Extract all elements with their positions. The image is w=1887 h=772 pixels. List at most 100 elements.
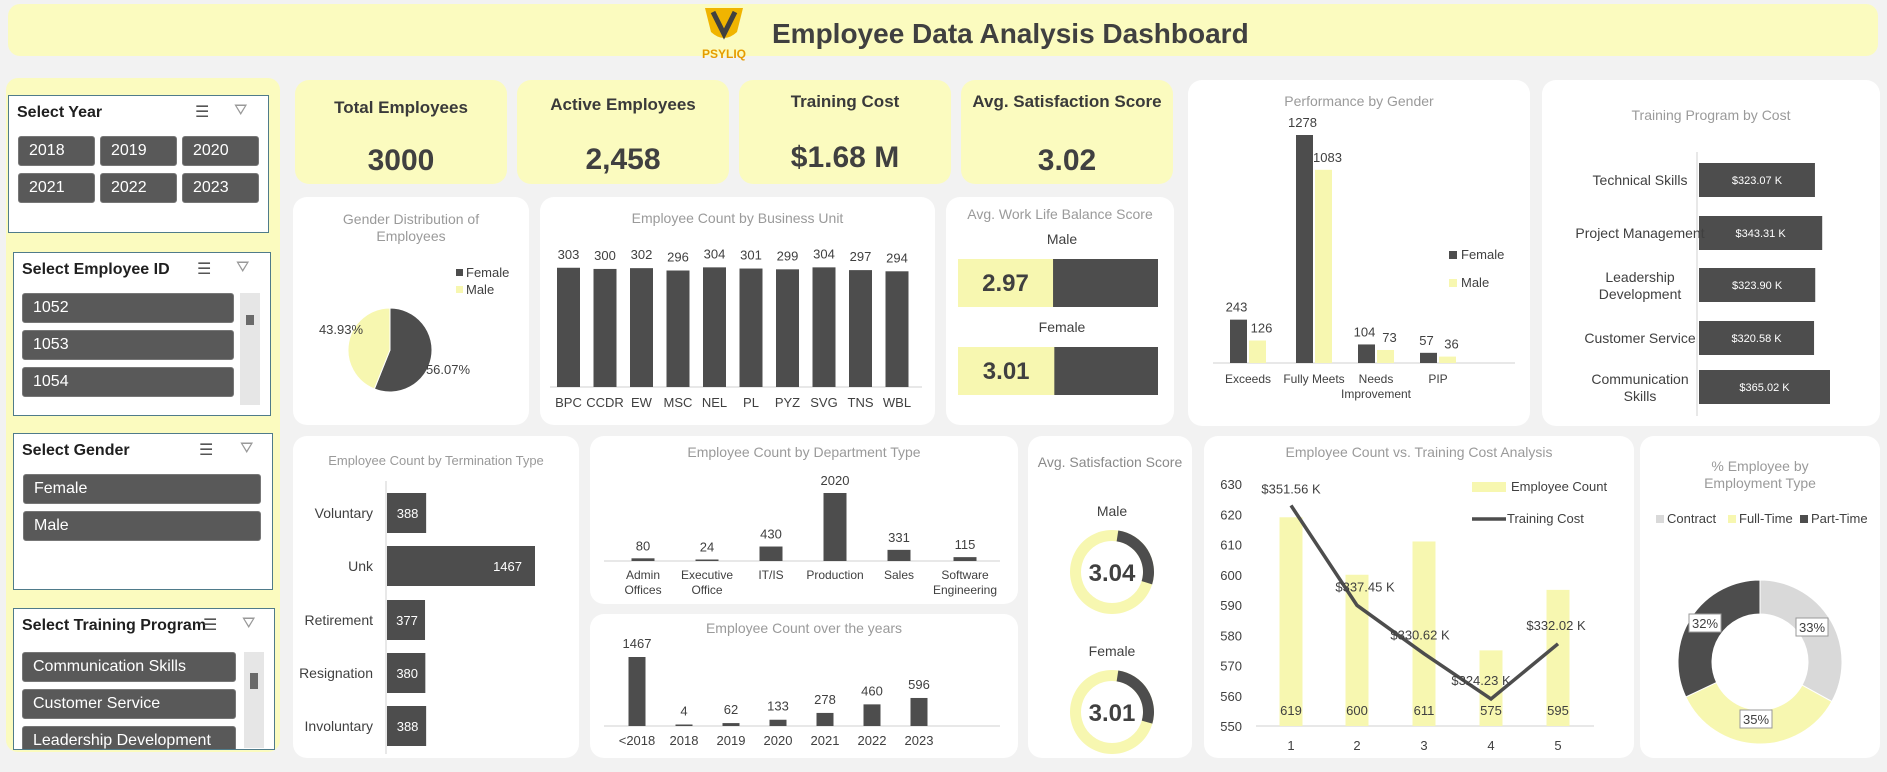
clear-filter-icon[interactable]: ⛛ [240,440,254,457]
multi-select-icon[interactable]: ☰ [203,617,218,634]
card-performance-gender: Performance by Gender 243 1278 104 57 126 108… [1188,80,1530,426]
data-label: 460 [861,683,883,698]
data-label: 296 [667,250,689,265]
legend-label: Female [466,265,509,280]
legend-swatch [1449,279,1457,287]
employee-id-item[interactable]: 1054 [22,367,234,397]
year-slicer-title: Select Year [17,104,103,121]
clear-filter-icon[interactable]: ⛛ [242,615,256,632]
data-label: 302 [631,247,653,262]
bar [1699,321,1815,355]
y-tick-label: 570 [1220,659,1242,674]
x-tick-label: 1 [1287,738,1294,753]
data-label: 36 [1444,337,1458,352]
data-label: 4 [680,704,687,719]
tick-label: SVG [810,395,837,410]
scrollbar-thumb[interactable] [250,673,258,689]
training-program-slicer-title: Select Training Program [22,617,207,634]
chart-title: Training Program by Cost [1631,107,1791,123]
gender-female-button[interactable]: Female [23,474,261,504]
tick-label: Voluntary [315,505,373,521]
tick-label: WBL [883,395,911,410]
clear-filter-icon[interactable]: ⛛ [236,259,250,276]
tick-label: CCDR [586,395,624,410]
year-2021-button[interactable]: 2021 [18,173,95,203]
category-label: Male [1047,231,1078,247]
employee-id-item[interactable]: 1052 [22,293,234,323]
data-label: 303 [558,247,580,262]
data-label: 297 [850,249,872,264]
data-label: 33% [1799,620,1825,635]
bar [863,704,881,726]
year-2023-button[interactable]: 2023 [182,173,259,203]
tick-label: Project Management [1575,225,1704,241]
data-label: 600 [1346,703,1368,718]
scrollbar-thumb[interactable] [246,315,254,325]
year-2019-button[interactable]: 2019 [100,136,177,166]
chart-title: Employee Count by Termination Type [328,453,544,468]
tick-label: MSC [664,395,693,410]
y-tick-label: 610 [1220,538,1242,553]
tick-label: 2019 [717,733,746,748]
multi-select-icon[interactable]: ☰ [195,104,210,121]
clear-filter-icon[interactable]: ⛛ [234,102,248,119]
year-2022-button[interactable]: 2022 [100,173,177,203]
data-label: 3.04 [1089,560,1136,587]
data-label: 243 [1226,300,1248,315]
tick-label: Unk [348,558,374,574]
gender-slicer: Select Gender ☰ ⛛ Female Male [13,433,273,590]
bar [739,268,763,387]
kpi-training-cost: Training Cost $1.68 M [739,80,951,184]
year-2020-button[interactable]: 2020 [182,136,259,166]
gender-male-button[interactable]: Male [23,511,261,541]
tick-label: EW [631,395,653,410]
data-label: 304 [704,246,726,261]
bar [1279,517,1303,726]
bar [776,269,799,387]
kpi-total-employees: Total Employees 3000 [295,80,507,184]
tick-label: Fully Meets [1283,372,1344,386]
bar [630,268,653,387]
data-label: 388 [397,719,419,734]
tick-label: Software Engineering [933,568,997,597]
scrollbar[interactable] [244,652,264,748]
pie-slice-male [347,307,391,390]
data-label: 388 [397,506,419,521]
bar [387,600,426,640]
bar [387,546,535,586]
tick-label: Executive Office [681,568,733,597]
bar-fill [958,259,1054,307]
data-label-cost: $324.23 K [1451,673,1511,688]
training-program-item[interactable]: Customer Service [22,689,236,719]
employee-id-slicer: Select Employee ID ☰ ⛛ 1052 1053 1054 [13,252,271,416]
employee-id-item[interactable]: 1053 [22,330,234,360]
multi-select-icon[interactable]: ☰ [199,442,214,459]
y-tick-label: 600 [1220,568,1242,583]
bar [666,270,690,387]
legend-swatch [1656,515,1664,523]
chart-title: Avg. Work Life Balance Score [967,206,1153,222]
bar-female [1296,135,1313,363]
data-label: 133 [767,699,789,714]
data-label: 430 [760,527,782,542]
multi-select-icon[interactable]: ☰ [197,261,212,278]
year-2018-button[interactable]: 2018 [18,136,95,166]
data-label: $365.02 K [1739,382,1790,394]
training-program-item[interactable]: Communication Skills [22,652,236,682]
training-program-item[interactable]: Leadership Development [22,726,236,749]
chart-title: % Employee by Employment Type [1704,458,1816,491]
bar [769,719,787,726]
page-title: Employee Data Analysis Dashboard [772,18,1249,49]
legend-label: Male [1461,275,1489,290]
kpi-title: Training Cost [790,92,900,111]
tick-label: Sales [884,568,914,582]
card-gender-distribution: Gender Distribution of Employees 56.07% 4… [293,197,529,425]
data-label-cost: $330.62 K [1390,628,1450,643]
tick-label: Retirement [305,612,374,628]
chart-title: Employee Count over the years [705,620,903,636]
count-over-years-chart: 1467 <2018 4 2018 62 2019 133 2020 278 2021 460 202… [604,636,1000,748]
bar [675,724,693,726]
scrollbar[interactable] [240,293,260,405]
tick-label: TNS [848,395,874,410]
logo-text: PSYLIQ [701,47,746,61]
